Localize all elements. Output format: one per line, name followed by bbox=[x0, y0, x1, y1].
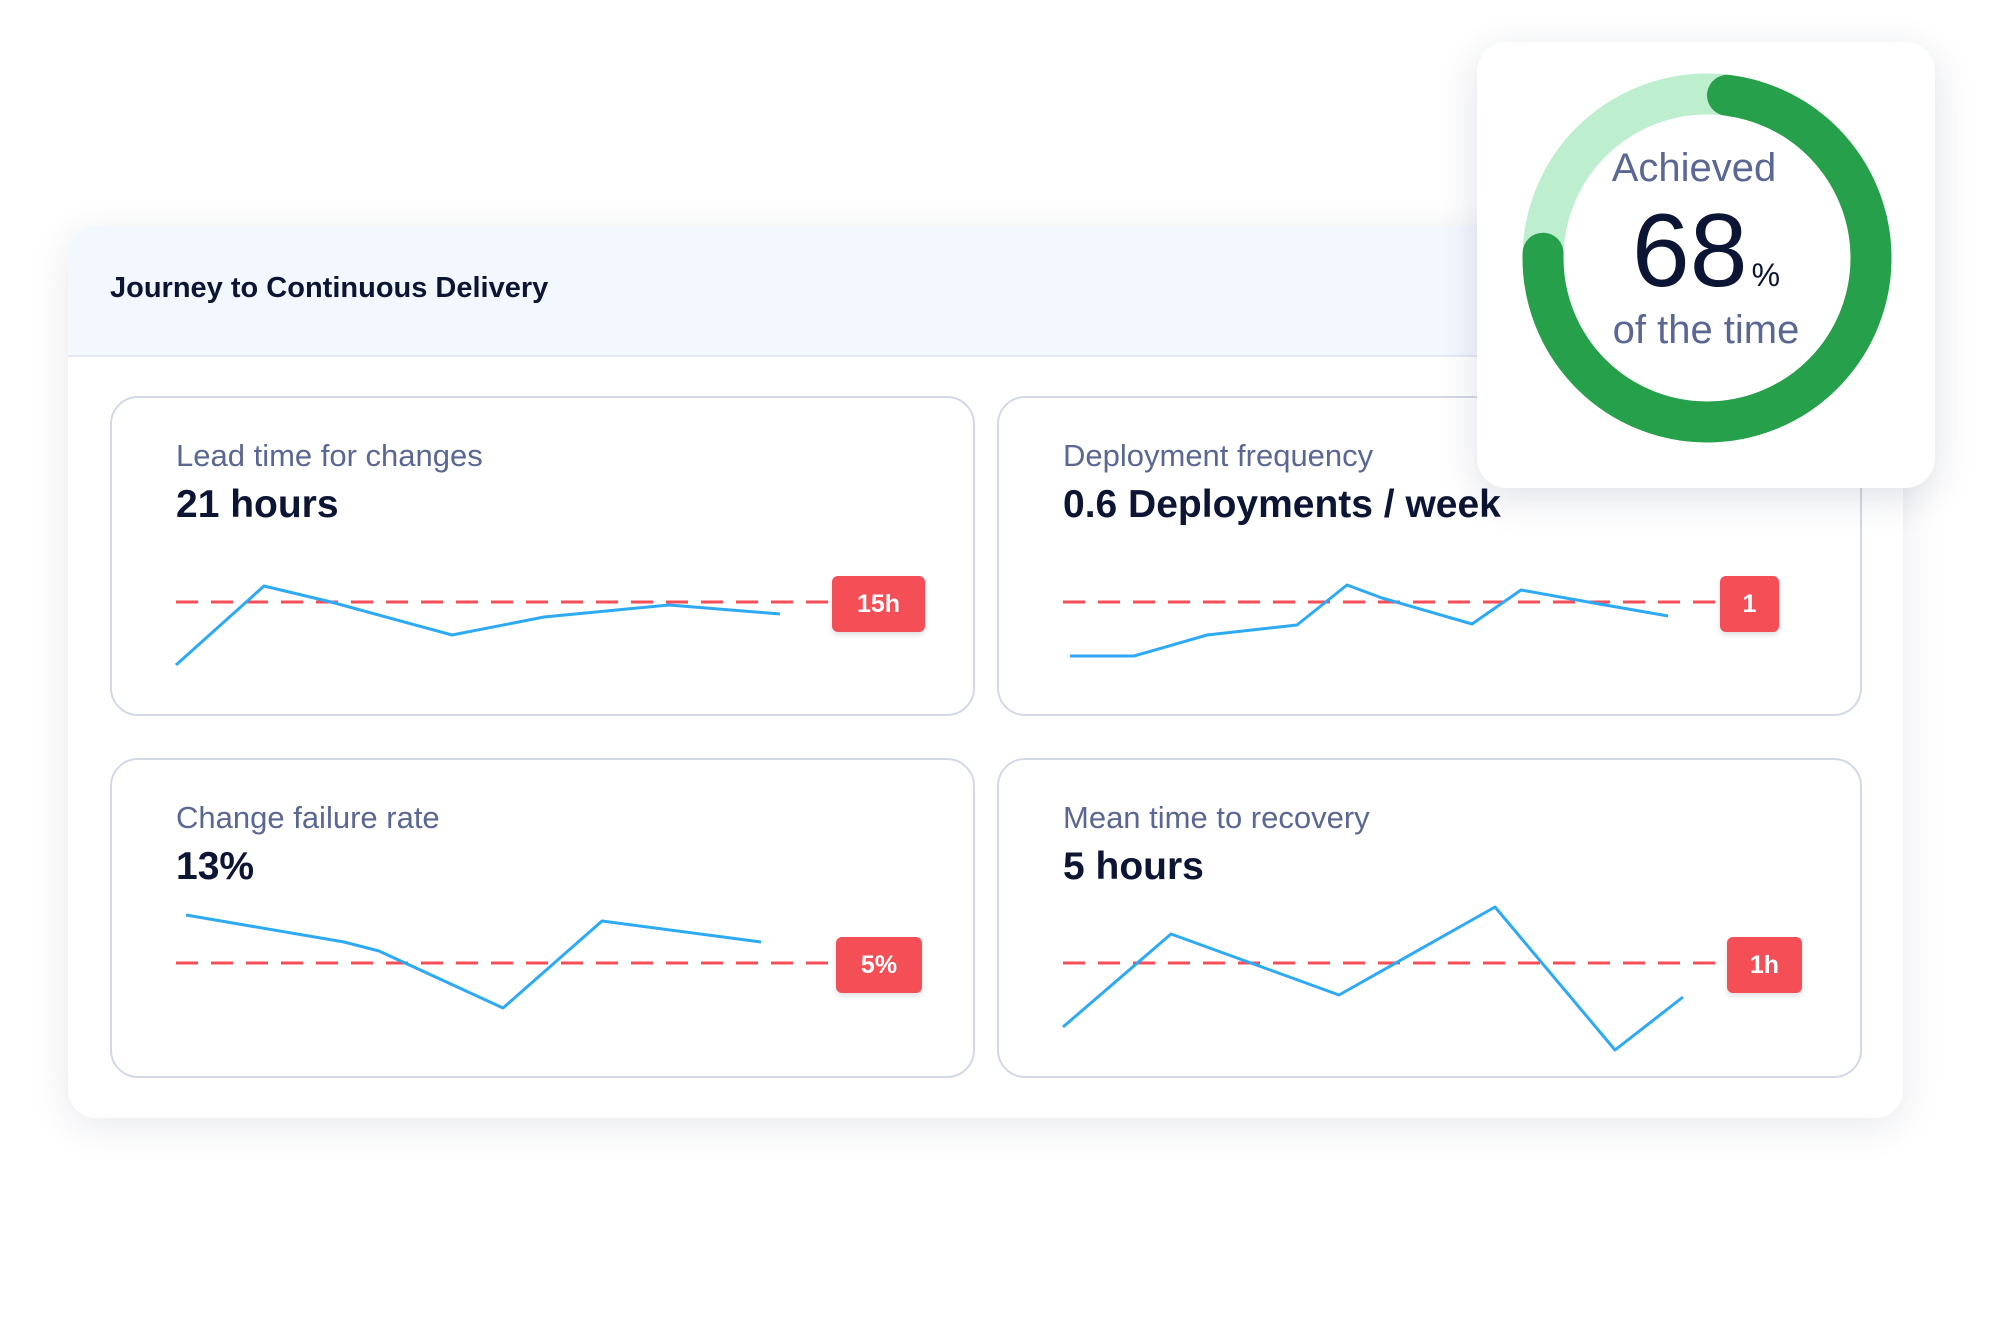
donut-progress-arc bbox=[1522, 73, 1892, 443]
metric-value: 0.6 Deployments / week bbox=[1063, 483, 1501, 526]
trend-line bbox=[185, 913, 762, 1010]
sparkline bbox=[176, 913, 836, 1010]
metric-label: Lead time for changes bbox=[176, 438, 483, 473]
metric-label: Deployment frequency bbox=[1063, 438, 1374, 473]
percent-sign: % bbox=[1751, 257, 1781, 293]
metric-label: Mean time to recovery bbox=[1063, 800, 1370, 835]
target-badge: 1 bbox=[1720, 576, 1779, 632]
trend-line bbox=[1070, 583, 1669, 658]
metric-card-mean-time-to-recovery[interactable]: Mean time to recovery 5 hours 1h bbox=[997, 758, 1862, 1078]
sparkline bbox=[1063, 583, 1720, 658]
of-the-time-label: of the time bbox=[1612, 308, 1800, 352]
panel-title: Journey to Continuous Delivery bbox=[110, 272, 549, 304]
metric-card-deployment-frequency[interactable]: Deployment frequency 0.6 Deployments / w… bbox=[997, 396, 1862, 716]
metric-card-change-failure-rate[interactable]: Change failure rate 13% 5% bbox=[110, 758, 975, 1078]
trend-line bbox=[1062, 905, 1684, 1052]
achieved-value: 68% bbox=[1477, 192, 1935, 311]
sparkline bbox=[1062, 905, 1727, 1052]
achieved-number: 68 bbox=[1631, 193, 1748, 309]
metric-value: 13% bbox=[176, 845, 255, 888]
target-badge: 15h bbox=[832, 576, 925, 632]
target-badge: 5% bbox=[836, 937, 922, 993]
sparkline bbox=[174, 584, 832, 667]
achieved-label: Achieved bbox=[1611, 146, 1777, 190]
metric-card-lead-time[interactable]: Lead time for changes 21 hours 15h bbox=[110, 396, 975, 716]
metric-value: 21 hours bbox=[176, 483, 339, 526]
target-badge: 1h bbox=[1727, 937, 1802, 993]
achievement-donut bbox=[1522, 73, 1892, 443]
metric-value: 5 hours bbox=[1063, 845, 1204, 888]
achievement-card: Achieved 68% of the time bbox=[1477, 42, 1935, 488]
metric-label: Change failure rate bbox=[176, 800, 440, 835]
trend-line bbox=[174, 584, 781, 667]
